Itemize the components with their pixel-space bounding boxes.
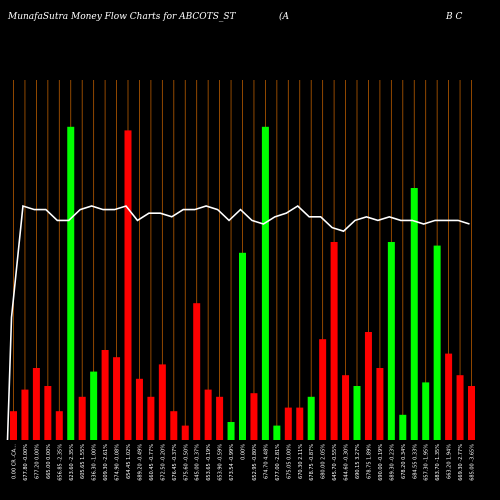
x-tick-label: 677.20 0.00% [34, 444, 40, 479]
x-tick-label: 683.70 -1.35% [435, 444, 441, 481]
x-tick-label: 689.20 -0.49% [137, 444, 143, 481]
money-flow-bar [21, 389, 29, 440]
x-tick-label: 657.30 -1.95% [424, 444, 430, 481]
x-tick-label: 678.75 1.89% [366, 444, 372, 479]
money-flow-bar [284, 407, 292, 440]
chart-title-fragment-a: (A [279, 12, 290, 22]
x-tick-label: 623.60 -2.35% [69, 444, 75, 481]
x-tick-label: 669.30 -2.77% [458, 444, 464, 481]
x-tick-label: 654.45 1.02% [126, 444, 132, 479]
money-flow-bar [32, 368, 40, 440]
money-flow-bar [410, 188, 418, 440]
money-flow-bar [90, 371, 98, 440]
x-tick-label: 636.30 -1.00% [92, 444, 98, 481]
money-flow-bar [135, 378, 143, 440]
money-flow-bar [10, 411, 17, 440]
money-flow-bar [204, 389, 212, 440]
x-tick-label: 673.54 -0.99% [229, 444, 235, 481]
x-tick-label: 653.65 -0.19% [206, 444, 212, 481]
money-flow-bar [422, 382, 430, 440]
x-tick-label: 672.50 -0.20% [160, 444, 166, 481]
x-tick-label: 685.00 -3.65% [470, 444, 476, 481]
x-tick-label: 678.75 -0.87% [309, 444, 315, 481]
price-line [6, 204, 470, 441]
money-flow-bar [101, 350, 109, 440]
x-tick-label: 684.55 0.33% [412, 444, 418, 479]
x-tick-label: 674.90 -0.08% [115, 444, 121, 481]
x-tick-label: 605.65 1.55% [80, 444, 86, 479]
x-tick-label: 665.00 0.00% [46, 444, 52, 479]
x-tick-label: 675.60 -0.50% [183, 444, 189, 481]
money-flow-bar [170, 411, 178, 440]
money-flow-bar [113, 357, 121, 440]
x-tick-label: 676.45 -0.37% [172, 444, 178, 481]
x-tick-label: 660.45 -0.77% [149, 444, 155, 481]
money-flow-bar [456, 375, 464, 440]
x-tick-label: 680.00 2.05% [321, 444, 327, 479]
x-tick-label: 677.00 -2.81% [275, 444, 281, 481]
chart-title: MunafaSutra Money Flow Charts for ABCOTS… [8, 12, 236, 22]
money-flow-bar [78, 396, 86, 440]
money-flow-bar [181, 425, 189, 440]
x-tick-label: 645.00 -0.37% [195, 444, 201, 481]
money-flow-bar [319, 339, 327, 440]
money-flow-bar [44, 386, 52, 440]
money-flow-bar [342, 375, 350, 440]
x-tick-label: 690.15 3.27% [355, 444, 361, 479]
x-tick-label: 689.30 -0.23% [389, 444, 395, 481]
x-tick-label: 653.90 -0.59% [218, 444, 224, 481]
x-tick-label: 609.30 -2.61% [103, 444, 109, 481]
money-flow-bar [147, 396, 155, 440]
money-flow-bar [273, 425, 281, 440]
money-flow-bar [55, 411, 63, 440]
money-flow-bar [227, 422, 235, 440]
money-flow-bar [399, 414, 407, 440]
x-tick-label: 0.00% [241, 444, 247, 460]
money-flow-bar [124, 130, 132, 440]
x-tick-label: 656.85 -2.35% [57, 444, 63, 481]
x-tick-label: 677.80 -0.00% [23, 444, 29, 481]
money-flow-bar [387, 242, 395, 440]
chart-title-fragment-b: B C [446, 12, 463, 22]
money-flow-bar [158, 364, 166, 440]
money-flow-bar [445, 353, 453, 440]
money-flow-bar [330, 242, 338, 440]
x-tick-label: 675.05 0.00% [286, 444, 292, 479]
x-tick-label: 663.20 1.94% [447, 444, 453, 479]
money-flow-bar [250, 393, 258, 440]
money-flow-bar [296, 407, 304, 440]
money-flow-bar [216, 396, 224, 440]
x-tick-label: 645.70 -0.55% [332, 444, 338, 481]
money-flow-bar [67, 126, 75, 441]
money-flow-bar [307, 396, 315, 440]
x-tick-label: 670.30 2.11% [298, 444, 304, 479]
money-flow-bar [193, 303, 201, 440]
money-flow-bar [239, 252, 246, 440]
money-flow-bar [364, 332, 372, 440]
x-tick-label: 678.20 0.34% [401, 444, 407, 479]
money-flow-bar [353, 386, 361, 440]
x-tick-label: 652.95 -0.80% [252, 444, 258, 481]
money-flow-bar [376, 368, 384, 440]
money-flow-bar [468, 386, 475, 440]
x-tick-label: 0.00 CR -CA… [12, 444, 18, 479]
x-tick-label: 690.00 -0.19% [378, 444, 384, 481]
money-flow-bar [261, 126, 269, 441]
x-tick-label: 674.70 4.48% [263, 444, 269, 479]
x-tick-label: 644.60 -0.30% [344, 444, 350, 481]
money-flow-bar [433, 245, 441, 440]
